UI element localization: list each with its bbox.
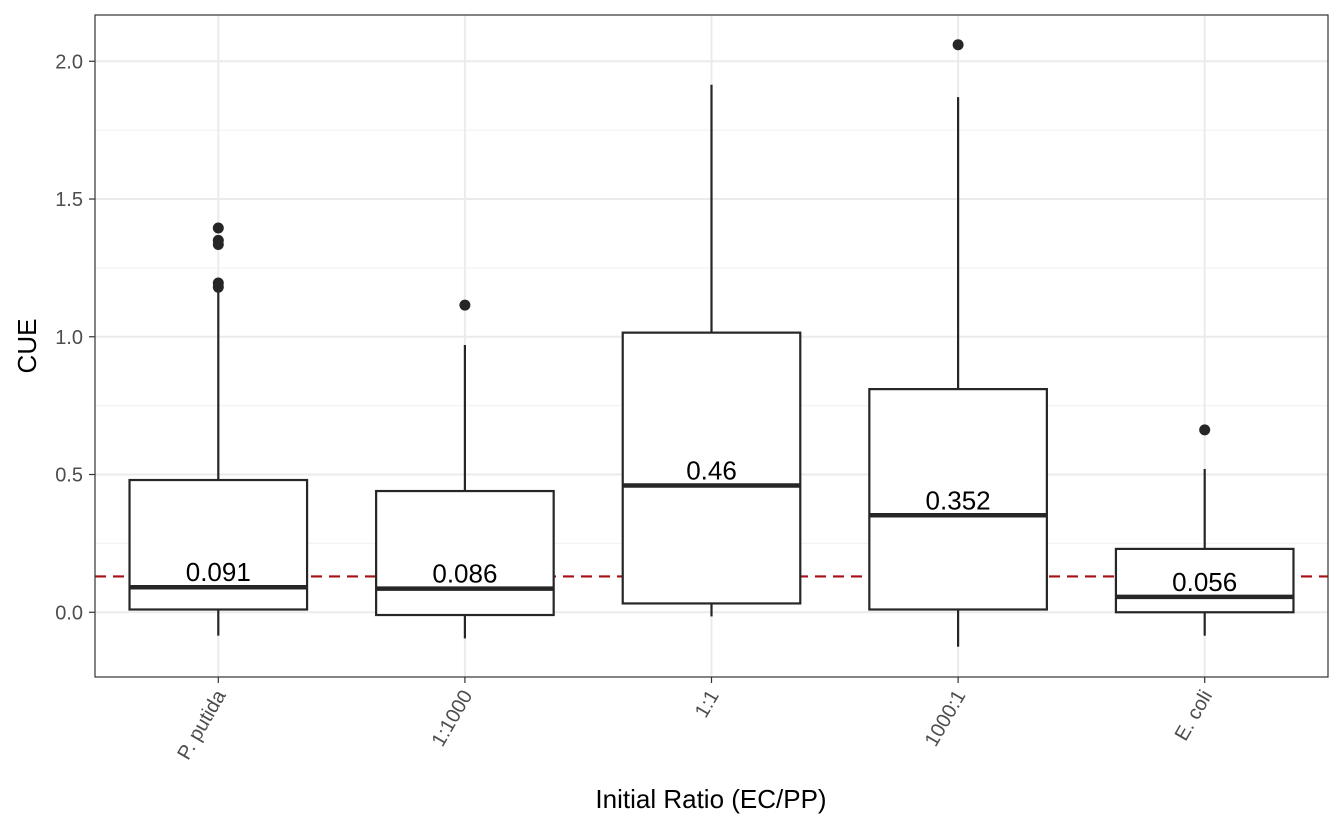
median-value-label: 0.056	[1172, 567, 1237, 597]
outlier-point	[459, 299, 471, 311]
median-value-label: 0.46	[686, 456, 737, 486]
iqr-box	[1114, 547, 1295, 614]
iqr-box	[868, 388, 1048, 611]
iqr-box	[621, 331, 802, 605]
box-1-1000	[375, 299, 555, 639]
box-e-coli	[1114, 424, 1295, 636]
outlier-point	[212, 281, 224, 293]
x-tick-label: E. coli	[1171, 687, 1217, 745]
x-tick-label: 1:1	[691, 687, 724, 722]
y-tick-label: 0.5	[55, 465, 83, 487]
y-tick-label: 0.0	[55, 602, 83, 624]
y-tick-label: 1.5	[55, 189, 83, 211]
y-tick-label: 2.0	[55, 51, 83, 73]
x-tick-label: 1:1000	[428, 687, 478, 751]
x-axis-title: Initial Ratio (EC/PP)	[595, 784, 826, 814]
y-axis-title: CUE	[12, 319, 42, 374]
iqr-box	[128, 478, 309, 611]
median-value-label: 0.086	[432, 559, 497, 589]
box-1000-1	[868, 39, 1048, 647]
boxes-layer	[128, 39, 1295, 647]
x-axis: P. putida 1:1000 1:1 1000:1 E. coli	[173, 677, 1217, 764]
outlier-point	[952, 39, 964, 51]
outlier-point	[212, 222, 224, 234]
median-value-label: 0.352	[926, 485, 991, 515]
median-value-label: 0.091	[186, 557, 251, 587]
x-tick-label: P. putida	[173, 686, 231, 764]
box-1-1	[621, 84, 802, 617]
outlier-point	[212, 238, 224, 250]
box-p-putida	[128, 222, 309, 636]
y-tick-label: 1.0	[55, 327, 83, 349]
median-labels-layer: 0.091 0.086 0.46 0.352 0.056	[186, 456, 1237, 597]
iqr-box	[375, 489, 555, 617]
y-axis: 0.0 0.5 1.0 1.5 2.0	[55, 51, 95, 624]
outlier-point	[1199, 424, 1211, 436]
x-tick-label: 1000:1	[921, 687, 971, 751]
